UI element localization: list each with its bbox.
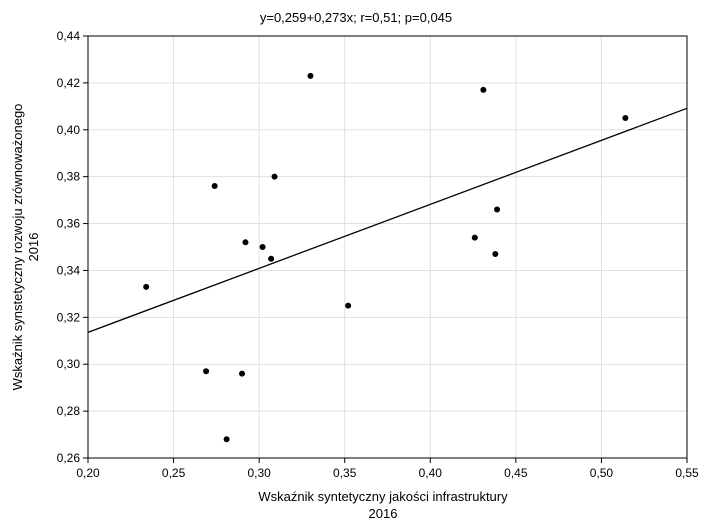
data-point	[271, 173, 278, 180]
y-axis-ticks: 0,26 0,28 0,30 0,32 0,34 0,36 0,38 0,40 0,42 0,44	[57, 29, 88, 465]
y-tick-label: 0,30	[57, 357, 81, 371]
regression-line-group	[87, 107, 688, 333]
chart-title: y=0,259+0,273x; r=0,51; p=0,045	[260, 10, 452, 25]
data-point	[203, 368, 210, 375]
y-axis-title-line1: Wskaźnik synstetyczny rozwoju zrównoważo…	[10, 104, 25, 391]
data-point	[345, 302, 352, 309]
data-point	[143, 283, 150, 290]
data-point	[211, 183, 218, 190]
regression-line	[87, 107, 688, 333]
x-tick-label: 0,35	[333, 466, 357, 480]
x-tick-label: 0,25	[162, 466, 186, 480]
data-point	[494, 206, 501, 213]
y-tick-label: 0,28	[57, 404, 81, 418]
x-tick-label: 0,55	[675, 466, 699, 480]
x-tick-label: 0,45	[504, 466, 528, 480]
plot-frame	[87, 35, 688, 459]
data-point	[471, 234, 478, 241]
data-point	[492, 251, 499, 258]
grid-lines	[88, 36, 687, 458]
x-tick-label: 0,30	[247, 466, 271, 480]
x-tick-label: 0,50	[590, 466, 614, 480]
y-tick-label: 0,36	[57, 217, 81, 231]
x-axis-title-line1: Wskaźnik syntetyczny jakości infrastrukt…	[258, 489, 508, 504]
x-tick-label: 0,20	[76, 466, 100, 480]
y-tick-label: 0,42	[57, 76, 81, 90]
y-tick-label: 0,38	[57, 170, 81, 184]
y-axis-title-line2: 2016	[26, 233, 41, 262]
y-tick-label: 0,26	[57, 451, 81, 465]
y-tick-label: 0,44	[57, 29, 81, 43]
data-point	[307, 72, 314, 79]
data-point	[223, 436, 230, 443]
x-axis-ticks: 0,20 0,25 0,30 0,35 0,40 0,45 0,50 0,55	[76, 458, 699, 480]
x-axis-title-line2: 2016	[369, 506, 398, 521]
data-point	[239, 370, 246, 377]
data-point	[259, 244, 266, 250]
data-point	[622, 115, 629, 122]
data-point	[480, 86, 487, 93]
data-points	[143, 72, 629, 443]
y-tick-label: 0,32	[57, 310, 81, 324]
y-tick-label: 0,34	[57, 263, 81, 277]
data-point	[242, 239, 249, 246]
x-tick-label: 0,40	[419, 466, 443, 480]
y-tick-label: 0,40	[57, 123, 81, 137]
data-point	[268, 255, 275, 262]
